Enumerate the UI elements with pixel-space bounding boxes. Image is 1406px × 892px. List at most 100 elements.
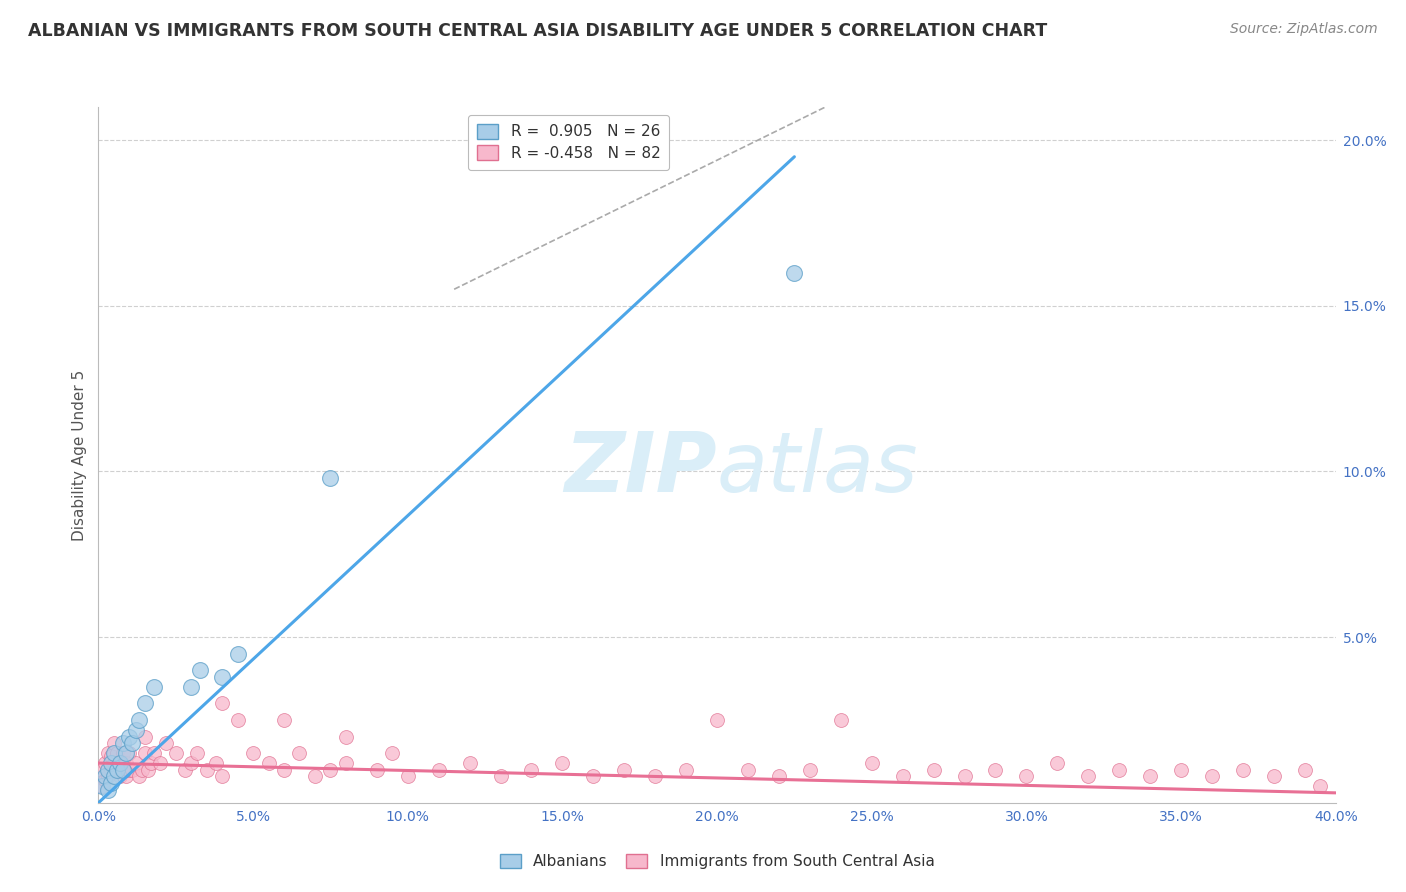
Text: Source: ZipAtlas.com: Source: ZipAtlas.com	[1230, 22, 1378, 37]
Point	[90, 763, 112, 777]
Point	[783, 266, 806, 280]
Point	[165, 746, 187, 760]
Point	[93, 769, 115, 783]
Point	[366, 763, 388, 777]
Point	[118, 746, 141, 760]
Point	[97, 769, 120, 783]
Point	[90, 779, 112, 793]
Point	[288, 746, 311, 760]
Point	[97, 763, 120, 777]
Legend: Albanians, Immigrants from South Central Asia: Albanians, Immigrants from South Central…	[494, 847, 941, 875]
Point	[103, 769, 125, 783]
Point	[799, 763, 821, 777]
Point	[105, 746, 128, 760]
Point	[242, 746, 264, 760]
Point	[675, 763, 697, 777]
Point	[737, 763, 759, 777]
Point	[257, 756, 280, 770]
Point	[100, 749, 122, 764]
Point	[124, 756, 146, 770]
Point	[103, 736, 125, 750]
Point	[1294, 763, 1316, 777]
Point	[319, 471, 342, 485]
Point	[1015, 769, 1038, 783]
Point	[100, 756, 122, 770]
Point	[134, 697, 156, 711]
Point	[155, 736, 177, 750]
Point	[143, 746, 166, 760]
Point	[205, 756, 228, 770]
Point	[613, 763, 636, 777]
Point	[108, 756, 131, 770]
Point	[1201, 769, 1223, 783]
Point	[105, 763, 128, 777]
Point	[860, 756, 883, 770]
Point	[90, 779, 112, 793]
Point	[319, 763, 342, 777]
Point	[93, 772, 115, 787]
Text: ZIP: ZIP	[564, 428, 717, 509]
Point	[112, 736, 135, 750]
Point	[128, 713, 150, 727]
Point	[121, 763, 143, 777]
Point	[121, 736, 143, 750]
Point	[1077, 769, 1099, 783]
Text: ALBANIAN VS IMMIGRANTS FROM SOUTH CENTRAL ASIA DISABILITY AGE UNDER 5 CORRELATIO: ALBANIAN VS IMMIGRANTS FROM SOUTH CENTRA…	[28, 22, 1047, 40]
Y-axis label: Disability Age Under 5: Disability Age Under 5	[72, 369, 87, 541]
Point	[108, 769, 131, 783]
Point	[273, 763, 295, 777]
Point	[551, 756, 574, 770]
Point	[1046, 756, 1069, 770]
Point	[103, 746, 125, 760]
Point	[830, 713, 852, 727]
Point	[149, 756, 172, 770]
Point	[112, 746, 135, 760]
Point	[304, 769, 326, 783]
Point	[100, 763, 122, 777]
Point	[115, 756, 138, 770]
Point	[118, 730, 141, 744]
Point	[103, 756, 125, 770]
Point	[124, 723, 146, 737]
Point	[115, 746, 138, 760]
Point	[174, 763, 197, 777]
Point	[489, 769, 512, 783]
Point	[134, 730, 156, 744]
Point	[520, 763, 543, 777]
Point	[891, 769, 914, 783]
Point	[1139, 769, 1161, 783]
Point	[180, 680, 202, 694]
Point	[115, 769, 138, 783]
Point	[131, 763, 153, 777]
Point	[922, 763, 945, 777]
Point	[139, 756, 162, 770]
Point	[335, 730, 357, 744]
Point	[706, 713, 728, 727]
Point	[143, 680, 166, 694]
Point	[112, 763, 135, 777]
Point	[1309, 779, 1331, 793]
Point	[211, 769, 233, 783]
Point	[100, 776, 122, 790]
Point	[1263, 769, 1285, 783]
Point	[427, 763, 450, 777]
Point	[180, 756, 202, 770]
Point	[97, 782, 120, 797]
Point	[190, 663, 212, 677]
Point	[644, 769, 666, 783]
Point	[226, 713, 249, 727]
Point	[97, 746, 120, 760]
Point	[381, 746, 404, 760]
Point	[134, 746, 156, 760]
Point	[396, 769, 419, 783]
Point	[128, 769, 150, 783]
Point	[1232, 763, 1254, 777]
Point	[136, 763, 159, 777]
Text: atlas: atlas	[717, 428, 918, 509]
Point	[335, 756, 357, 770]
Point	[108, 756, 131, 770]
Point	[984, 763, 1007, 777]
Point	[112, 763, 135, 777]
Point	[1170, 763, 1192, 777]
Point	[186, 746, 208, 760]
